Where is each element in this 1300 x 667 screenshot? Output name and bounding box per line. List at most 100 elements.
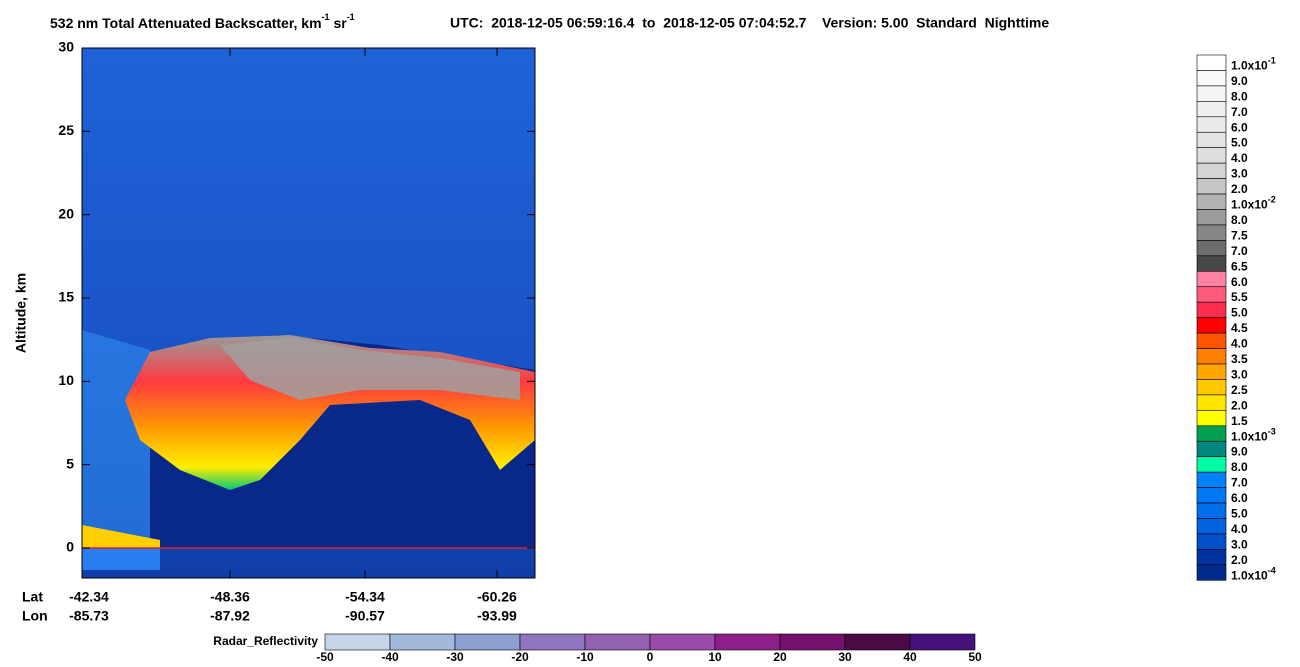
radar-colorbar-box [779, 633, 846, 651]
y-tick-label: 20 [58, 205, 74, 221]
colorbar-label-text: 6.0 [1231, 491, 1248, 505]
colorbar-box [1196, 101, 1227, 118]
colorbar-box [1196, 348, 1227, 365]
lat-label: Lat [22, 589, 43, 605]
colorbar-label-text: 7.0 [1231, 476, 1248, 490]
colorbar-label-text: 2.0 [1231, 553, 1248, 567]
colorbar-label-text: 8.0 [1231, 90, 1248, 104]
backscatter-image [81, 47, 536, 579]
colorbar-label: 2.0 [1231, 553, 1248, 567]
colorbar-label-text: 4.0 [1231, 151, 1248, 165]
lon-tick-label: -90.57 [345, 608, 385, 624]
colorbar-label-text: 5.5 [1231, 290, 1248, 304]
y-tick-label: 15 [58, 289, 74, 305]
colorbar-label: 2.5 [1231, 383, 1248, 397]
image-aerosol [82, 330, 150, 560]
colorbar-box [1196, 178, 1227, 195]
colorbar-box [1196, 456, 1227, 473]
title-exp: -1 [322, 12, 330, 22]
colorbar-label: 1.0x10-3 [1231, 427, 1276, 444]
colorbar-label-text: 1.5 [1231, 414, 1248, 428]
colorbar-label: 7.0 [1231, 476, 1248, 490]
colorbar-box [1196, 193, 1227, 210]
colorbar-box [1196, 518, 1227, 535]
colorbar-label: 3.0 [1231, 368, 1248, 382]
colorbar-label: 4.0 [1231, 151, 1248, 165]
radar-label: Radar_Reflectivity [213, 634, 318, 648]
colorbar-label-text: 1.0x10 [1231, 429, 1268, 443]
colorbar-label: 8.0 [1231, 90, 1248, 104]
colorbar-box [1196, 240, 1227, 257]
colorbar-label: 2.0 [1231, 182, 1248, 196]
colorbar-label: 5.5 [1231, 290, 1248, 304]
colorbar-box [1196, 70, 1227, 87]
colorbar-label: 7.0 [1231, 244, 1248, 258]
colorbar-label: 8.0 [1231, 460, 1248, 474]
lon-tick-label: -87.92 [210, 608, 250, 624]
radar-colorbar-box [454, 633, 521, 651]
colorbar-box [1196, 286, 1227, 303]
colorbar-label-text: 3.5 [1231, 352, 1248, 366]
lon-tick-label: -93.99 [477, 608, 517, 624]
lat-tick-label: -60.26 [477, 589, 517, 605]
radar-tick-label: -10 [576, 650, 594, 664]
colorbar-label-exp: -2 [1268, 195, 1276, 205]
colorbar-box [1196, 410, 1227, 427]
colorbar-box [1196, 394, 1227, 411]
colorbar-label-text: 8.0 [1231, 460, 1248, 474]
colorbar-label-exp: -4 [1268, 566, 1276, 576]
colorbar-box [1196, 270, 1227, 288]
radar-colorbar-box [324, 633, 391, 651]
colorbar-label: 1.5 [1231, 414, 1248, 428]
radar-tick-label: -40 [381, 650, 399, 664]
lon-label: Lon [22, 608, 48, 624]
colorbar-box [1196, 564, 1227, 581]
colorbar-label-text: 1.0x10 [1231, 568, 1268, 582]
colorbar-box [1196, 533, 1227, 550]
lat-tick-label: -42.34 [69, 589, 109, 605]
radar-tick-label: 0 [647, 650, 654, 664]
y-tick-label: 30 [58, 39, 74, 55]
colorbar-label: 6.5 [1231, 259, 1248, 273]
colorbar-label: 2.0 [1231, 399, 1248, 413]
colorbar-label: 4.0 [1231, 522, 1248, 536]
colorbar-box [1196, 549, 1227, 566]
colorbar-label-text: 1.0x10 [1231, 59, 1268, 73]
radar-tick-label: -20 [511, 650, 529, 664]
y-tick-label: 10 [58, 372, 74, 388]
image-subsurface [82, 548, 160, 570]
colorbar-label: 6.0 [1231, 491, 1248, 505]
colorbar-label: 1.0x10-4 [1231, 566, 1276, 583]
colorbar-label: 7.5 [1231, 229, 1248, 243]
chart-title: 532 nm Total Attenuated Backscatter, km-… [50, 12, 355, 30]
time-info: UTC: 2018-12-05 06:59:16.4 to 2018-12-05… [450, 15, 1049, 31]
colorbar-box [1196, 116, 1227, 133]
colorbar-label: 6.0 [1231, 275, 1248, 289]
colorbar-label: 1.0x10-1 [1231, 56, 1276, 73]
title-exp: -1 [347, 12, 355, 22]
colorbar-label-text: 2.0 [1231, 399, 1248, 413]
colorbar-label: 1.0x10-2 [1231, 195, 1276, 212]
colorbar-label-exp: -1 [1268, 56, 1276, 66]
colorbar-label-text: 7.5 [1231, 229, 1248, 243]
lat-tick-label: -48.36 [210, 589, 250, 605]
colorbar-label-text: 3.0 [1231, 538, 1248, 552]
radar-colorbar-box [389, 633, 456, 651]
radar-tick-label: -50 [316, 650, 334, 664]
colorbar-box [1196, 317, 1227, 334]
y-tick-label: 0 [66, 539, 74, 555]
radar-tick-label: 20 [773, 650, 787, 664]
colorbar-label: 6.0 [1231, 120, 1248, 134]
lat-tick-label: -54.34 [345, 589, 385, 605]
title-unit: sr [330, 15, 348, 31]
colorbar-label-text: 8.0 [1231, 213, 1248, 227]
colorbar-label: 8.0 [1231, 213, 1248, 227]
colorbar-label-text: 6.0 [1231, 120, 1248, 134]
colorbar-label: 9.0 [1231, 445, 1248, 459]
colorbar-label: 5.0 [1231, 306, 1248, 320]
radar-tick-label: 30 [838, 650, 852, 664]
colorbar-label: 9.0 [1231, 74, 1248, 88]
colorbar-label: 4.0 [1231, 337, 1248, 351]
